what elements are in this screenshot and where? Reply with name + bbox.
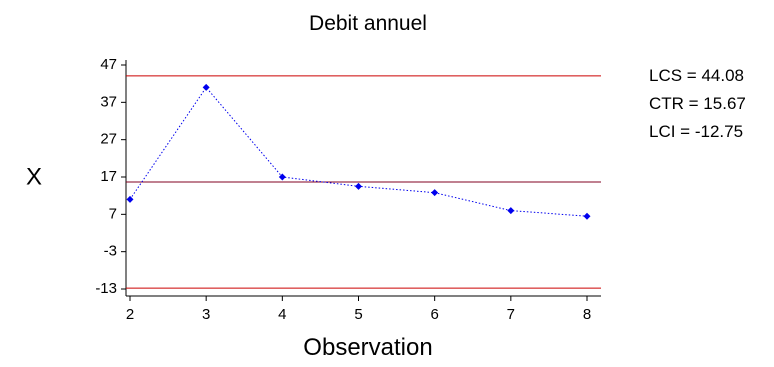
y-tick-label: 47: [100, 56, 117, 73]
data-point: [355, 182, 362, 190]
y-tick-label: 27: [100, 131, 117, 148]
y-axis-label: X: [26, 163, 42, 190]
legend-lci: LCI = -12.75: [649, 122, 744, 141]
legend-ctr: CTR = 15.67: [649, 94, 746, 113]
y-tick-label: 7: [109, 205, 117, 222]
data-point: [278, 173, 286, 181]
x-tick-label: 7: [507, 306, 515, 323]
x-tick-label: 2: [126, 306, 134, 323]
y-tick-label: 17: [100, 168, 117, 185]
x-tick-label: 5: [354, 306, 362, 323]
x-axis-label: Observation: [303, 334, 432, 361]
data-point: [583, 212, 591, 220]
plot-area: 47 37 27 17 7 -3 -13 2 3 4 5 6 7 8: [95, 56, 601, 323]
data-point: [431, 189, 439, 197]
x-tick-label: 4: [278, 306, 286, 323]
x-tick-label: 3: [202, 306, 210, 323]
y-tick-label: -13: [95, 280, 117, 297]
chart-title: Debit annuel: [309, 12, 427, 35]
series-line: [129, 86, 588, 217]
data-point: [126, 195, 134, 203]
data-point: [202, 83, 210, 91]
y-tick-label: -3: [104, 243, 117, 260]
data-point: [507, 207, 515, 215]
x-tick-label: 8: [583, 306, 591, 323]
legend-lcs: LCS = 44.08: [649, 66, 744, 85]
y-tick-label: 37: [100, 93, 117, 110]
x-tick-label: 6: [430, 306, 438, 323]
